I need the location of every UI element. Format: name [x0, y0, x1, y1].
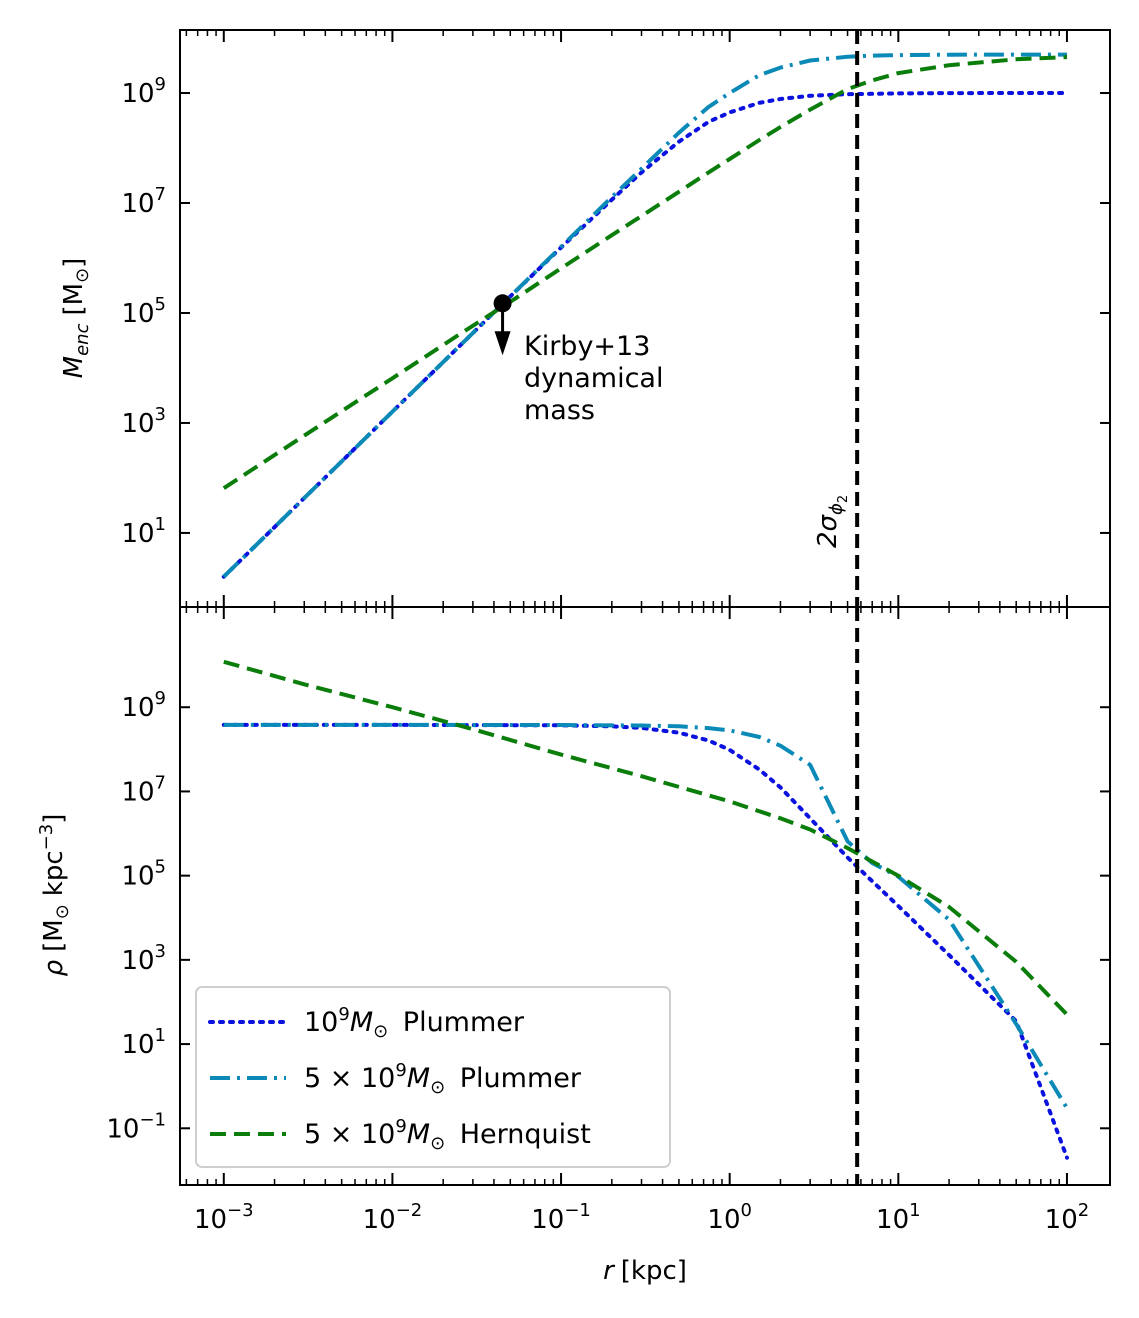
legend-1-pre: 5 × 10 — [304, 1063, 395, 1094]
top-plot-area — [180, 30, 1110, 607]
bottom-ylabel-sun: ⊙ — [52, 904, 73, 919]
x-tick-label: 100 — [707, 1200, 752, 1235]
y-tick-label: 109 — [121, 74, 166, 109]
legend-1-sup: 9 — [395, 1060, 406, 1081]
legend-2-mid: M — [407, 1119, 430, 1150]
top-ylabel-unit: [M — [59, 283, 89, 316]
vline-label: 2σϕ2 — [813, 495, 851, 548]
bottom-ylabel-exp: −3 — [36, 824, 57, 851]
y-tick-label: 101 — [121, 1025, 166, 1060]
legend-0-post: Plummer — [394, 1007, 525, 1038]
x-tick-label: 10−2 — [363, 1200, 423, 1235]
legend-2-pre: 5 × 10 — [304, 1119, 395, 1150]
legend-2-sub: ⊙ — [430, 1133, 445, 1154]
legend-label-plummer-1e9: 109M⊙ Plummer — [304, 1004, 525, 1042]
bottom-xlabel-main: r — [603, 1256, 616, 1286]
kirby-annotation-line-1: Kirby+13 — [524, 331, 650, 362]
legend-0-mid: M — [350, 1007, 373, 1038]
kirby-annotation-line-2: dynamical — [524, 363, 663, 394]
bottom-series-group — [221, 607, 1069, 1185]
vline-label-sub: ϕ — [826, 503, 847, 515]
legend-frame — [195, 986, 671, 1168]
series-line-plummer-5e9-density — [223, 722, 1069, 1110]
legend-0-pre: 10 — [304, 1007, 338, 1038]
x-tick-label: 10−3 — [194, 1200, 254, 1235]
legend-2-sup: 9 — [395, 1116, 406, 1137]
vline-label-main: 2σ — [813, 513, 843, 548]
legend-0-sub: ⊙ — [373, 1021, 388, 1042]
top-series-group — [221, 30, 1069, 607]
bottom-ylabel-close: ] — [39, 814, 69, 824]
kirby-marker-point — [493, 294, 512, 313]
y-tick-label: 105 — [121, 857, 166, 892]
legend: 109M⊙ Plummer 5 × 109M⊙ Plummer 5 × 109M… — [195, 986, 671, 1168]
y-tick-label: 103 — [121, 941, 166, 976]
x-tick-label: 102 — [1045, 1200, 1090, 1235]
y-tick-label: 103 — [121, 404, 166, 439]
kirby-annotation-line-3: mass — [524, 395, 595, 426]
legend-1-post: Plummer — [451, 1063, 582, 1094]
series-line-hernquist-5e9-mass — [222, 55, 1068, 490]
y-tick-label: 101 — [121, 514, 166, 549]
series-line-plummer-5e9-mass — [222, 52, 1067, 579]
vline-label-subsub: 2 — [836, 495, 851, 503]
top-ylabel-main: M — [59, 356, 89, 378]
legend-2-post: Hernquist — [451, 1119, 591, 1150]
legend-0-sup: 9 — [338, 1004, 349, 1025]
y-tick-label: 107 — [121, 772, 166, 807]
series-line-hernquist-5e9-density — [223, 659, 1069, 1016]
kirby-annotation: Kirby+13 dynamical mass — [524, 331, 672, 426]
x-tick-label: 101 — [876, 1200, 921, 1235]
top-ylabel-sub: enc — [72, 323, 93, 355]
bottom-ylabel-open: [M — [39, 919, 69, 952]
bottom-xlabel: r [kpc] — [603, 1256, 687, 1286]
legend-label-plummer-5e9: 5 × 109M⊙ Plummer — [304, 1060, 582, 1098]
y-tick-label: 105 — [121, 294, 166, 329]
bottom-ylabel-kpc: kpc — [39, 850, 69, 896]
bottom-ylabel-rho: ρ — [39, 959, 69, 976]
x-tick-label: 10−1 — [531, 1200, 591, 1235]
legend-1-mid: M — [407, 1063, 430, 1094]
bottom-axes-frame — [179, 606, 1111, 1186]
y-tick-label: 10−1 — [106, 1109, 166, 1144]
legend-label-hernquist-5e9: 5 × 109M⊙ Hernquist — [304, 1116, 591, 1154]
top-ylabel-unit-sub: ⊙ — [72, 268, 93, 283]
kirby-arrow-head — [494, 331, 511, 356]
y-tick-label: 107 — [121, 184, 166, 219]
y-tick-label: 109 — [121, 688, 166, 723]
bottom-xlabel-unit: [kpc] — [621, 1256, 687, 1286]
bottom-ylabel: ρ [M⊙ kpc−3] — [36, 814, 73, 977]
series-line-plummer-1e9-mass — [221, 91, 1069, 579]
top-ylabel-close: ] — [59, 258, 89, 268]
legend-1-sub: ⊙ — [430, 1077, 445, 1098]
kirby-marker-group — [493, 294, 512, 356]
top-ylabel: Menc [M⊙] — [59, 258, 93, 379]
